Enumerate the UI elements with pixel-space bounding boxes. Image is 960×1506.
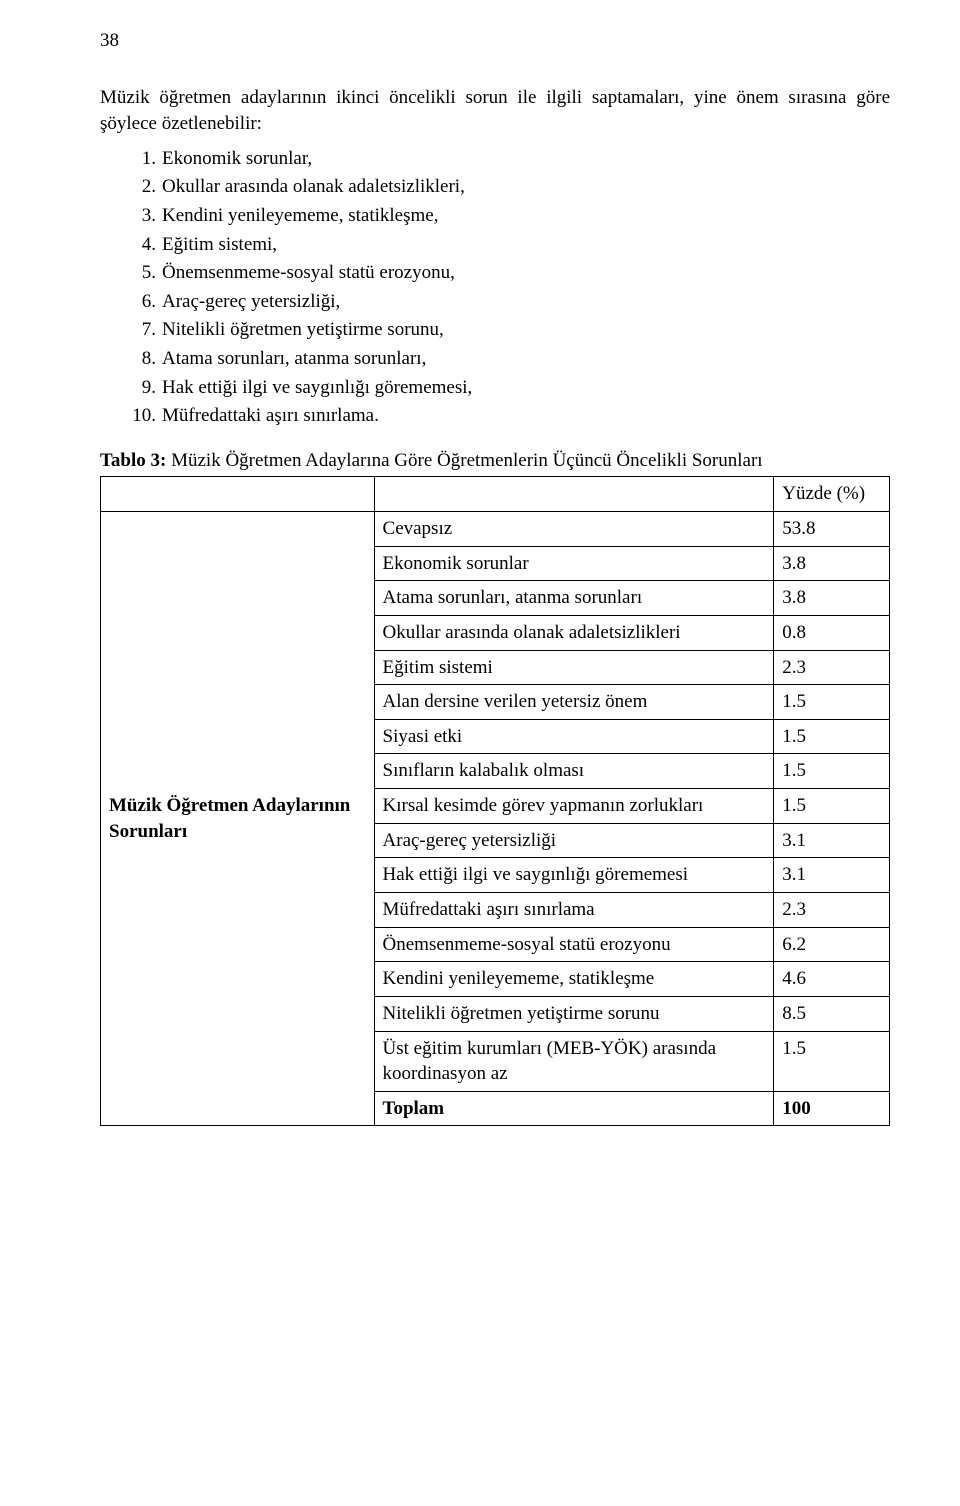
list-item: Okullar arasında olanak adaletsizlikleri…	[162, 174, 890, 201]
table-cell-value: 6.2	[774, 927, 890, 962]
table-caption-label: Tablo 3:	[100, 450, 166, 471]
table-caption-text: Müzik Öğretmen Adaylarına Göre Öğretmenl…	[166, 450, 762, 471]
table-cell-label: Ekonomik sorunlar	[374, 546, 774, 581]
table-cell-label: Okullar arasında olanak adaletsizlikleri	[374, 615, 774, 650]
table-header-blank-1	[101, 477, 375, 512]
table-cell-value: 1.5	[774, 789, 890, 824]
table-header-value: Yüzde (%)	[774, 477, 890, 512]
table-cell-label: Alan dersine verilen yetersiz önem	[374, 685, 774, 720]
list-item: Müfredattaki aşırı sınırlama.	[162, 403, 890, 430]
list-item: Hak ettiği ilgi ve saygınlığı görememesi…	[162, 375, 890, 402]
table-cell-label: Kendini yenileyememe, statikleşme	[374, 962, 774, 997]
list-item: Ekonomik sorunlar,	[162, 146, 890, 173]
table-cell-label: Hak ettiği ilgi ve saygınlığı görememesi	[374, 858, 774, 893]
table-cell-value: 2.3	[774, 650, 890, 685]
table-cell-value: 1.5	[774, 1031, 890, 1091]
table-cell-label: Nitelikli öğretmen yetiştirme sorunu	[374, 996, 774, 1031]
table-cell-label: Önemsenmeme-sosyal statü erozyonu	[374, 927, 774, 962]
table-cell-value: 4.6	[774, 962, 890, 997]
list-item: Önemsenmeme-sosyal statü erozyonu,	[162, 260, 890, 287]
table-cell-value: 1.5	[774, 754, 890, 789]
list-item: Kendini yenileyememe, statikleşme,	[162, 203, 890, 230]
table-cell-label: Kırsal kesimde görev yapmanın zorlukları	[374, 789, 774, 824]
table-cell-label: Araç-gereç yetersizliği	[374, 823, 774, 858]
table-cell-label: Siyasi etki	[374, 719, 774, 754]
table-cell-label: Üst eğitim kurumları (MEB-YÖK) arasında …	[374, 1031, 774, 1091]
table-cell-label: Cevapsız	[374, 511, 774, 546]
list-item: Atama sorunları, atanma sorunları,	[162, 346, 890, 373]
list-item: Araç-gereç yetersizliği,	[162, 289, 890, 316]
table-cell-value: 1.5	[774, 685, 890, 720]
table-cell-value: 3.8	[774, 581, 890, 616]
table-cell-value: 0.8	[774, 615, 890, 650]
problems-table: Yüzde (%) Müzik Öğretmen Adaylarının Sor…	[100, 476, 890, 1126]
table-total-label: Toplam	[374, 1091, 774, 1126]
priority-list: Ekonomik sorunlar, Okullar arasında olan…	[100, 146, 890, 430]
list-item: Eğitim sistemi,	[162, 232, 890, 259]
table-cell-value: 53.8	[774, 511, 890, 546]
table-cell-value: 8.5	[774, 996, 890, 1031]
table-header-blank-2	[374, 477, 774, 512]
table-cell-value: 3.1	[774, 858, 890, 893]
table-cell-label: Müfredattaki aşırı sınırlama	[374, 893, 774, 928]
table-cell-value: 1.5	[774, 719, 890, 754]
table-cell-value: 3.1	[774, 823, 890, 858]
table-caption: Tablo 3: Müzik Öğretmen Adaylarına Göre …	[100, 448, 890, 475]
table-cell-label: Atama sorunları, atanma sorunları	[374, 581, 774, 616]
table-rowheader: Müzik Öğretmen Adaylarının Sorunları	[101, 511, 375, 1126]
table-total-value: 100	[774, 1091, 890, 1126]
list-item: Nitelikli öğretmen yetiştirme sorunu,	[162, 317, 890, 344]
table-cell-label: Sınıfların kalabalık olması	[374, 754, 774, 789]
document-page: 38 Müzik öğretmen adaylarının ikinci önc…	[0, 0, 960, 1166]
intro-paragraph: Müzik öğretmen adaylarının ikinci önceli…	[100, 85, 890, 138]
table-cell-value: 3.8	[774, 546, 890, 581]
table-row: Müzik Öğretmen Adaylarının Sorunları Cev…	[101, 511, 890, 546]
table-cell-value: 2.3	[774, 893, 890, 928]
table-cell-label: Eğitim sistemi	[374, 650, 774, 685]
table-header-row: Yüzde (%)	[101, 477, 890, 512]
page-number: 38	[100, 28, 890, 55]
